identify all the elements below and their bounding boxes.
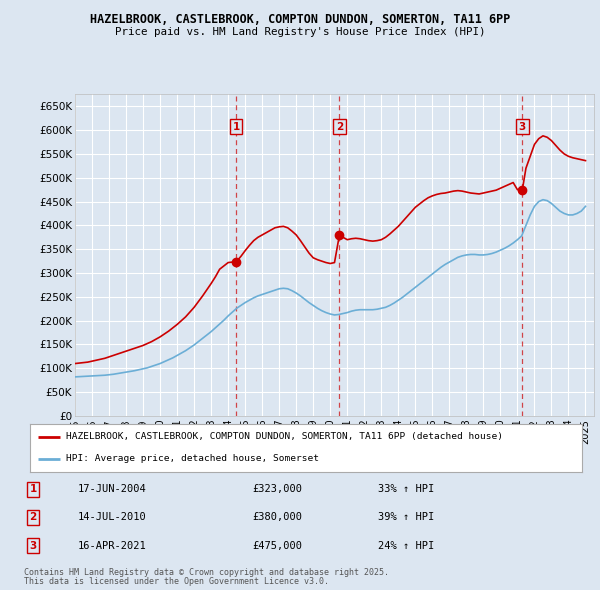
Text: 14-JUL-2010: 14-JUL-2010 — [78, 513, 147, 522]
Text: 33% ↑ HPI: 33% ↑ HPI — [378, 484, 434, 494]
Text: 16-APR-2021: 16-APR-2021 — [78, 541, 147, 550]
Text: 39% ↑ HPI: 39% ↑ HPI — [378, 513, 434, 522]
Text: 2: 2 — [29, 513, 37, 522]
Text: £380,000: £380,000 — [252, 513, 302, 522]
Text: HAZELBROOK, CASTLEBROOK, COMPTON DUNDON, SOMERTON, TA11 6PP (detached house): HAZELBROOK, CASTLEBROOK, COMPTON DUNDON,… — [66, 432, 503, 441]
Text: £475,000: £475,000 — [252, 541, 302, 550]
Text: 24% ↑ HPI: 24% ↑ HPI — [378, 541, 434, 550]
Text: 17-JUN-2004: 17-JUN-2004 — [78, 484, 147, 494]
Text: HAZELBROOK, CASTLEBROOK, COMPTON DUNDON, SOMERTON, TA11 6PP: HAZELBROOK, CASTLEBROOK, COMPTON DUNDON,… — [90, 13, 510, 26]
Text: Price paid vs. HM Land Registry's House Price Index (HPI): Price paid vs. HM Land Registry's House … — [115, 27, 485, 37]
Text: This data is licensed under the Open Government Licence v3.0.: This data is licensed under the Open Gov… — [24, 578, 329, 586]
Text: 1: 1 — [232, 122, 239, 132]
Text: 1: 1 — [29, 484, 37, 494]
Text: Contains HM Land Registry data © Crown copyright and database right 2025.: Contains HM Land Registry data © Crown c… — [24, 568, 389, 577]
Text: 3: 3 — [519, 122, 526, 132]
Text: £323,000: £323,000 — [252, 484, 302, 494]
Text: 3: 3 — [29, 541, 37, 550]
Text: 2: 2 — [336, 122, 343, 132]
Text: HPI: Average price, detached house, Somerset: HPI: Average price, detached house, Some… — [66, 454, 319, 463]
